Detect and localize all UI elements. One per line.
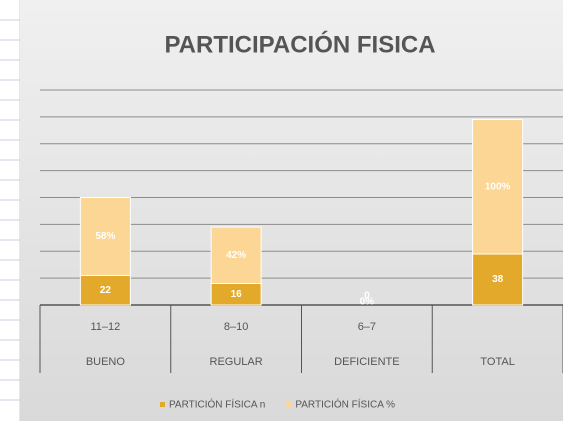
- bar-segment: [472, 253, 524, 306]
- bar-segment: [79, 197, 131, 276]
- sheet-strip: [0, 0, 21, 421]
- legend-swatch: [286, 402, 292, 407]
- data-label: 0: [364, 291, 370, 302]
- x-tick-label: 6–7: [358, 321, 376, 333]
- x-tick-label: DEFICIENTE: [334, 356, 399, 368]
- data-label: 16: [231, 289, 243, 300]
- x-tick-label: TOTAL: [480, 356, 514, 368]
- legend-swatch: [160, 402, 165, 407]
- bar-segment: [472, 119, 524, 255]
- data-label: 38: [492, 274, 504, 285]
- data-label: 100%: [485, 181, 511, 192]
- x-tick-label: REGULAR: [210, 356, 263, 368]
- legend-label: PARTICIÓN FÍSICA %: [295, 398, 395, 411]
- data-label: 42%: [226, 250, 246, 261]
- x-tick-label: 8–10: [224, 321, 248, 333]
- data-label: 58%: [95, 231, 115, 242]
- bar-segment: [79, 274, 131, 306]
- x-tick-label: 11–12: [90, 321, 120, 333]
- data-label: 0%: [360, 297, 375, 308]
- legend-label: PARTICIÓN FÍSICA n: [169, 398, 265, 411]
- chart-title: PARTICIPACIÓN FISICA: [164, 30, 435, 58]
- data-label: 22: [100, 285, 112, 296]
- bar-segment: [210, 226, 262, 284]
- x-tick-label: BUENO: [86, 356, 126, 368]
